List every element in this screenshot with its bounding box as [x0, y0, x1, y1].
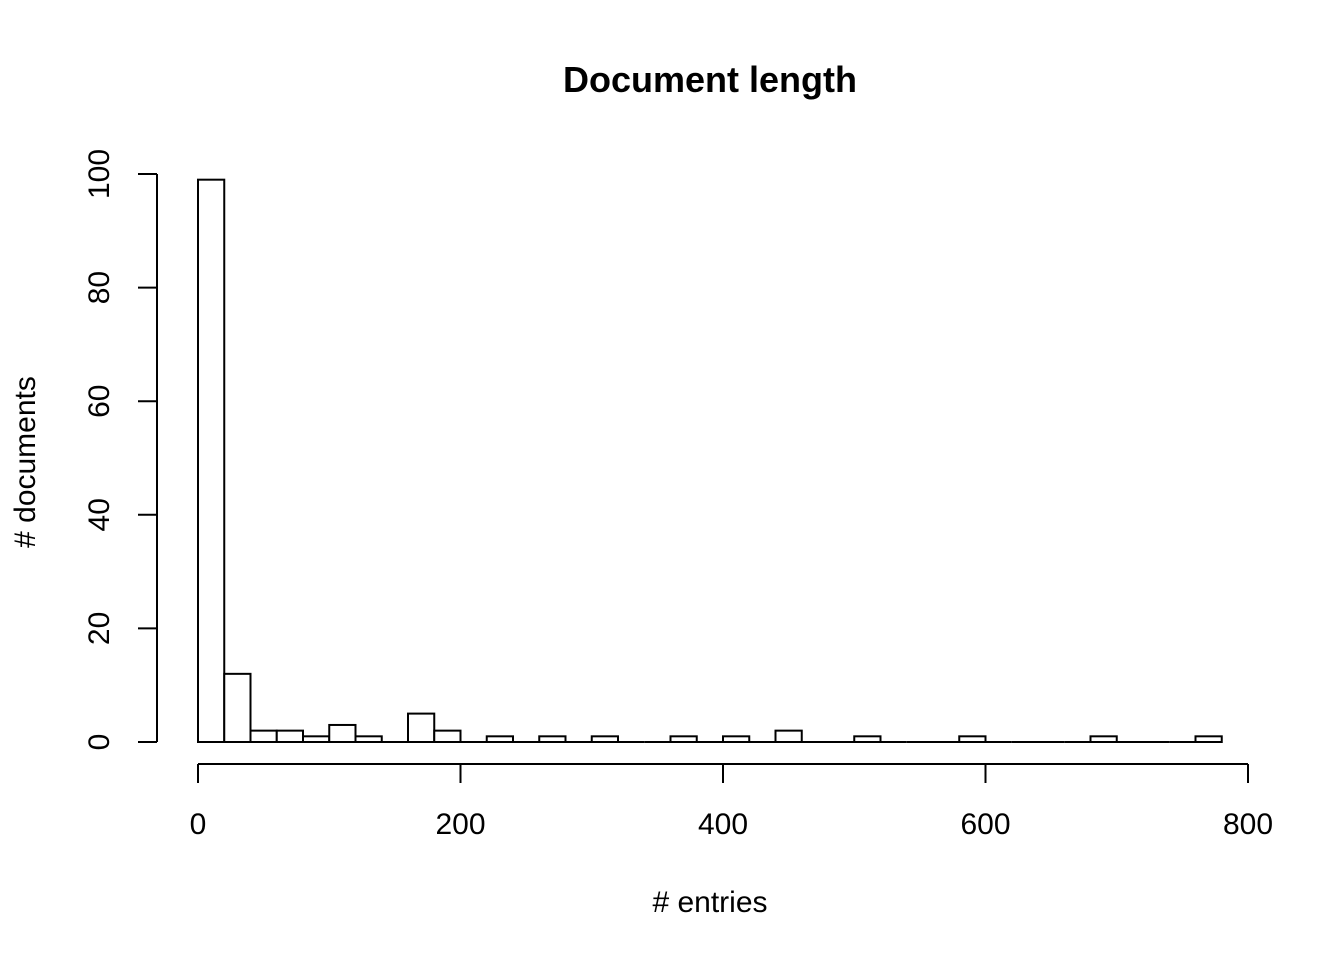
histogram-bar	[223, 672, 252, 744]
histogram-bar	[328, 723, 357, 744]
histogram-bar	[407, 712, 436, 743]
y-tick-label: 0	[83, 734, 116, 751]
histogram-bar	[302, 735, 331, 744]
x-axis: 0 200 400 600 800	[190, 763, 1273, 841]
histogram-bar	[275, 729, 304, 744]
histogram-bar	[538, 735, 567, 744]
histogram-bar	[354, 735, 383, 744]
histogram-bar	[433, 729, 462, 744]
histogram-bar	[669, 735, 698, 744]
x-tick-label: 0	[190, 808, 207, 841]
histogram-bar	[722, 735, 751, 744]
x-axis-label: # entries	[652, 886, 767, 919]
histogram-bar	[197, 178, 226, 743]
y-axis-label: # documents	[9, 376, 42, 548]
histogram-bar	[485, 735, 514, 744]
histogram-bar	[1089, 735, 1118, 744]
x-tick-label: 200	[435, 808, 485, 841]
y-tick-label: 80	[83, 271, 116, 304]
x-tick-label: 400	[698, 808, 748, 841]
histogram-bar	[249, 729, 278, 744]
y-tick-label: 40	[83, 498, 116, 531]
y-tick-label: 20	[83, 612, 116, 645]
y-tick-label: 100	[83, 149, 116, 199]
y-axis: 0 20 40 60 80 100	[83, 149, 158, 751]
histogram-bar	[774, 729, 803, 744]
histogram-bar	[1194, 735, 1223, 744]
chart-title: Document length	[563, 59, 857, 100]
x-tick-label: 800	[1223, 808, 1273, 841]
histogram-bar	[958, 735, 987, 744]
bars-group	[197, 178, 1223, 744]
histogram-bar	[590, 735, 619, 744]
x-tick-label: 600	[960, 808, 1010, 841]
histogram-bar	[853, 735, 882, 744]
y-tick-label: 60	[83, 385, 116, 418]
